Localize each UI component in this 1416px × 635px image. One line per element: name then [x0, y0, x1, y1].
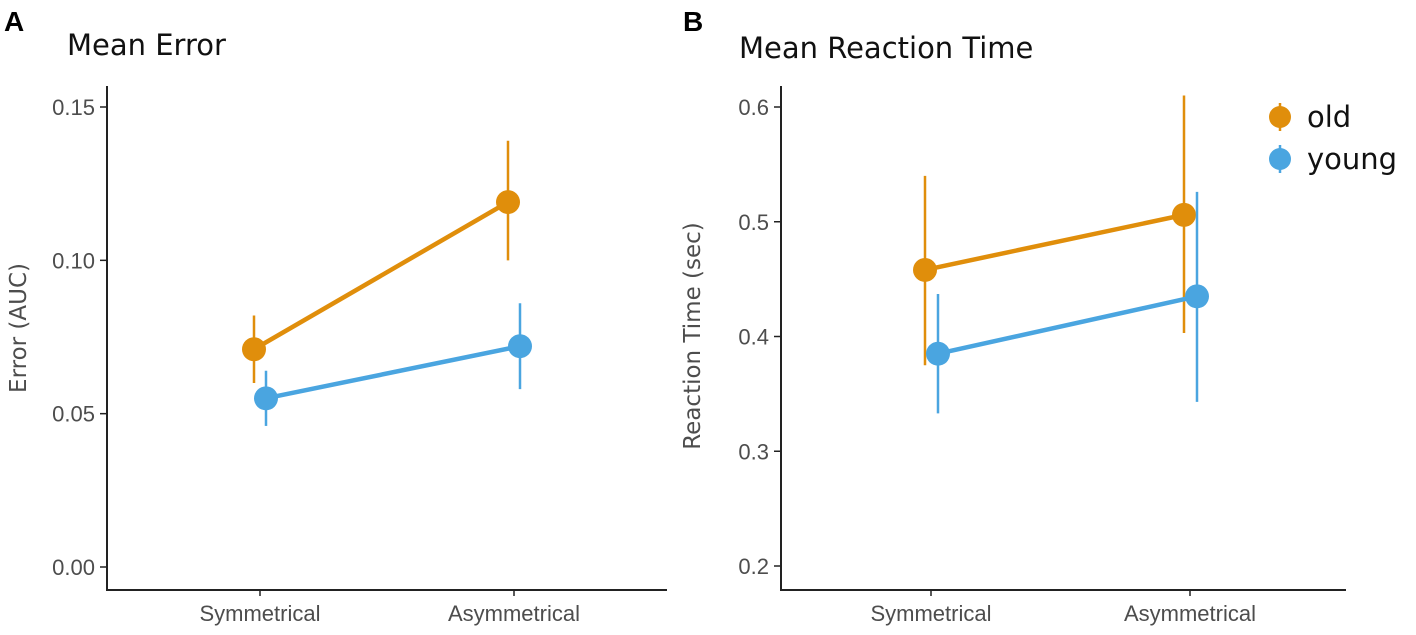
- panel-a-x-tick-label-0: Symmetrical: [199, 601, 320, 626]
- panel-b-marks: [913, 95, 1209, 414]
- panel-a-y-ticks: 0.00 0.05 0.10 0.15: [52, 95, 107, 580]
- panel-a-y-tick-label-3: 0.15: [52, 95, 95, 120]
- legend-entry-old: old: [1269, 100, 1351, 134]
- panel-b-point-old-0: [913, 257, 937, 282]
- panel-b-title: Mean Reaction Time: [739, 31, 1033, 65]
- panel-b-y-ticks: 0.2 0.3 0.4 0.5 0.6: [738, 95, 781, 579]
- panel-b-line-young: [935, 294, 1200, 356]
- panel-a-line-young: [263, 343, 523, 401]
- panel-b-x-tick-label-0: Symmetrical: [870, 601, 991, 626]
- panel-b-y-tick-label-2: 0.4: [738, 325, 769, 350]
- panel-b-y-axis-title: Reaction Time (sec): [680, 222, 706, 450]
- panel-b-x-tick-label-1: Asymmetrical: [1124, 601, 1256, 626]
- panel-a-x-tick-label-1: Asymmetrical: [448, 601, 580, 626]
- panel-b-x-ticks: Symmetrical Asymmetrical: [870, 590, 1256, 626]
- panel-b-point-young-0: [926, 341, 950, 366]
- panel-a-line-old: [251, 199, 511, 352]
- panel-b-y-tick-label-4: 0.6: [738, 95, 769, 120]
- panel-b-line-old: [922, 212, 1187, 273]
- panel-b: B Mean Reaction Time Reaction Time (sec)…: [680, 6, 1346, 626]
- panel-a: A Mean Error Error (AUC) 0.00 0.05 0.10 0.1…: [4, 6, 667, 626]
- legend-old-marker: [1269, 106, 1291, 128]
- legend-young-marker: [1269, 148, 1291, 170]
- panel-a-y-axis-title: Error (AUC): [6, 263, 32, 393]
- panel-a-title: Mean Error: [67, 28, 226, 62]
- legend-entry-young: young: [1269, 142, 1397, 176]
- panel-b-point-young-1: [1185, 284, 1209, 309]
- panel-a-y-tick-label-0: 0.00: [52, 555, 95, 580]
- panel-b-y-tick-label-0: 0.2: [738, 554, 769, 579]
- panel-a-x-ticks: Symmetrical Asymmetrical: [199, 590, 580, 626]
- legend: old young: [1269, 100, 1397, 176]
- panel-a-point-old-0: [242, 337, 266, 362]
- panel-b-point-old-1: [1172, 202, 1196, 227]
- panel-a-marks: [242, 140, 532, 426]
- panel-a-point-young-0: [254, 386, 278, 411]
- panel-a-letter: A: [4, 6, 24, 37]
- panel-a-point-old-1: [496, 190, 520, 215]
- panel-a-y-tick-label-1: 0.05: [52, 402, 95, 427]
- legend-young-label: young: [1307, 142, 1397, 176]
- legend-old-label: old: [1307, 100, 1351, 134]
- panel-b-letter: B: [683, 6, 703, 37]
- panel-a-y-tick-label-2: 0.10: [52, 248, 95, 273]
- panel-b-y-tick-label-3: 0.5: [738, 210, 769, 235]
- panel-b-y-tick-label-1: 0.3: [738, 439, 769, 464]
- panel-a-point-young-1: [508, 334, 532, 359]
